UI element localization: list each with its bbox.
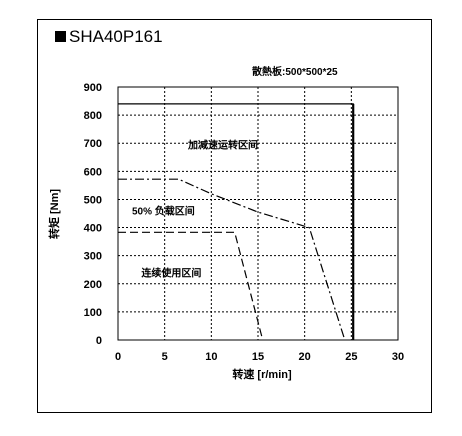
region-annotation-1: 50% 负载区间 (132, 205, 195, 218)
x-tick-label-3: 15 (252, 351, 264, 363)
y-axis-label: 转矩 [Nm] (47, 189, 61, 239)
x-tick-label-2: 10 (205, 351, 217, 363)
chart-title-row: SHA40P161 (55, 27, 163, 47)
y-tick-label-0: 0 (96, 335, 102, 347)
y-tick-label-3: 300 (84, 251, 102, 263)
y-tick-label-9: 900 (84, 82, 102, 94)
chart-title: SHA40P161 (69, 27, 163, 46)
y-tick-label-6: 600 (84, 166, 102, 178)
y-tick-label-4: 400 (84, 223, 102, 235)
series-line-dashed (118, 231, 264, 341)
x-tick-label-5: 25 (345, 351, 357, 363)
x-tick-label-0: 0 (115, 351, 121, 363)
region-annotation-2: 连续使用区间 (141, 267, 201, 280)
chart-frame (37, 19, 432, 413)
y-tick-label-1: 100 (84, 307, 102, 319)
y-tick-label-7: 700 (84, 138, 102, 150)
y-tick-label-8: 800 (84, 110, 102, 122)
x-tick-label-4: 20 (299, 351, 311, 363)
region-annotation-0: 加减速运转区间 (187, 139, 258, 152)
x-tick-label-1: 5 (162, 351, 168, 363)
title-square-icon (55, 31, 66, 42)
plot-area (117, 86, 399, 341)
x-tick-label-6: 30 (392, 351, 404, 363)
chart-subtitle: 散熱板:500*500*25 (252, 65, 338, 78)
series-line-dash-dot (118, 178, 346, 341)
y-tick-label-2: 200 (84, 279, 102, 291)
y-tick-label-5: 500 (84, 194, 102, 206)
x-axis-label: 转速 [r/min] (232, 367, 292, 381)
series-line-solid (118, 103, 354, 340)
